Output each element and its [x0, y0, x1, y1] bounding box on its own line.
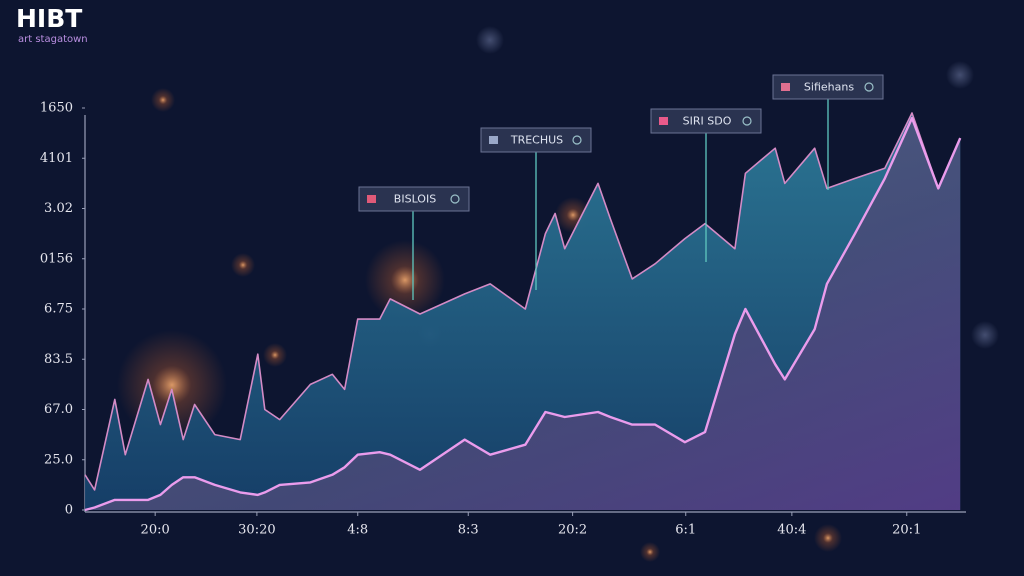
- series-line: [84, 112, 961, 491]
- annotation-icon: [367, 195, 376, 203]
- y-tick-label: 83.5: [44, 352, 73, 367]
- x-tick-label: 4:8: [347, 523, 368, 538]
- annotation-icon: [489, 136, 498, 144]
- area-fill: [85, 118, 961, 510]
- annotation-icon: [450, 194, 460, 204]
- chart-subtitle: art stagatown: [18, 34, 88, 45]
- x-tick-label: 20:2: [558, 523, 587, 538]
- annotation-icon: [864, 82, 874, 92]
- annotation-icon: [659, 117, 668, 125]
- y-tick-label: 4101: [40, 151, 73, 166]
- chart-title: HIBT: [16, 4, 82, 33]
- x-tick-label: 30:20: [238, 523, 275, 538]
- annotation-label: BISLOIS: [394, 193, 436, 206]
- y-tick-label: 1650: [40, 101, 73, 116]
- annotation-label: TRECHUS: [510, 134, 563, 147]
- annotation-icon: [781, 83, 790, 91]
- annotation-icon: [742, 116, 752, 126]
- y-tick-label: 3.02: [44, 201, 73, 216]
- y-tick-label: 6.75: [44, 302, 73, 317]
- x-tick-label: 6:1: [675, 523, 696, 538]
- x-tick-label: 20:0: [141, 523, 170, 538]
- annotation-label: SIRI SDO: [683, 115, 732, 128]
- y-tick-label: 0156: [40, 251, 73, 266]
- x-tick-label: 8:3: [458, 523, 479, 538]
- annotation-label: Sifiehans: [804, 81, 854, 94]
- annotation-icon: [572, 135, 582, 145]
- y-tick-label: 67.0: [44, 402, 73, 417]
- y-tick-label: 0: [65, 503, 73, 518]
- plot: 0 25.0 67.0 83.5 6.75 0156 3.02 4101 1650 20:0 30:…: [40, 74, 966, 538]
- series-line: [84, 116, 962, 512]
- x-tick-label: 20:1: [892, 523, 921, 538]
- y-tick-label: 25.0: [44, 452, 73, 467]
- x-tick-label: 40:4: [777, 523, 806, 538]
